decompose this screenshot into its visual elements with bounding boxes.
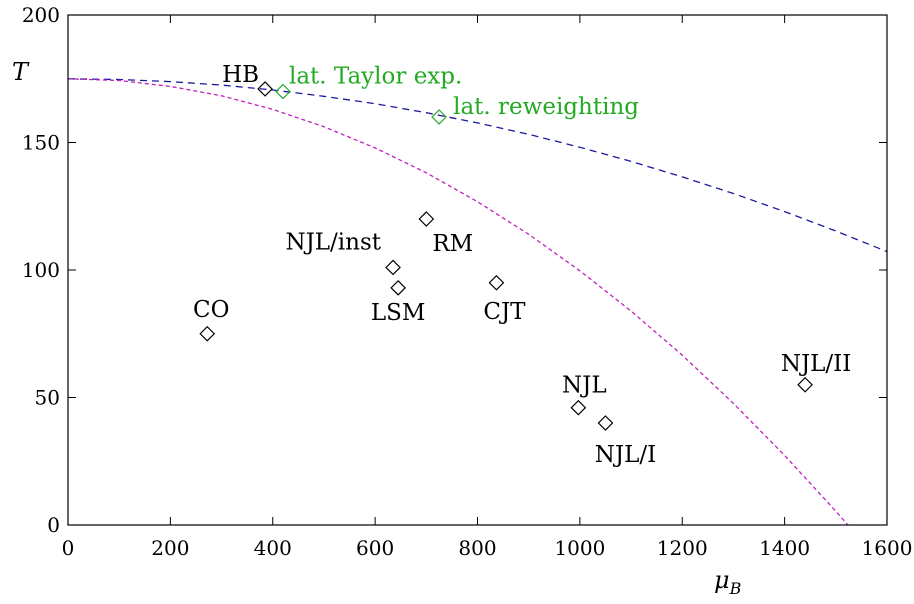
magenta-curve bbox=[68, 78, 849, 525]
label-njl-i: NJL/I bbox=[595, 442, 656, 468]
x-tick-label: 800 bbox=[458, 536, 496, 560]
x-axis-title-main: μ bbox=[714, 566, 730, 594]
x-tick-label: 400 bbox=[254, 536, 292, 560]
marker-lat-reweighting bbox=[431, 109, 447, 125]
ticks-layer: 0 200 400 600 800 1000 1200 1400 1600 0 50 100 150 20… bbox=[22, 3, 913, 560]
y-tick-label: 150 bbox=[22, 131, 60, 155]
label-lat-reweighting: lat. reweighting bbox=[453, 94, 639, 120]
label-njl-ii: NJL/II bbox=[781, 351, 852, 377]
label-lat-taylor-exp-: lat. Taylor exp. bbox=[289, 64, 462, 90]
x-axis-title-sub: B bbox=[729, 579, 742, 598]
y-tick-label: 0 bbox=[47, 513, 60, 537]
x-tick-label: 600 bbox=[356, 536, 394, 560]
x-tick-label: 1400 bbox=[759, 536, 810, 560]
marker-rm bbox=[418, 211, 435, 227]
marker-lat-taylor-exp- bbox=[275, 83, 291, 100]
plot-frame bbox=[67, 14, 888, 526]
blue-curve bbox=[68, 78, 887, 253]
x-tick-label: 1200 bbox=[657, 536, 708, 560]
points-layer bbox=[199, 81, 813, 431]
x-tick-label: 1600 bbox=[862, 536, 913, 560]
x-axis-title: μB bbox=[714, 566, 742, 598]
label-hb: HB bbox=[222, 62, 259, 88]
x-tick-label: 1000 bbox=[554, 536, 605, 560]
x-tick-label: 200 bbox=[151, 536, 189, 560]
label-rm: RM bbox=[432, 231, 473, 257]
label-cjt: CJT bbox=[483, 299, 526, 325]
marker-lsm bbox=[390, 280, 407, 296]
x-tick-label: 0 bbox=[62, 536, 75, 560]
y-tick-label: 200 bbox=[22, 3, 60, 27]
label-lsm: LSM bbox=[371, 300, 426, 326]
y-tick-label: 50 bbox=[35, 386, 60, 410]
marker-hb bbox=[257, 81, 273, 97]
marker-njl-inst bbox=[385, 259, 401, 276]
label-njl: NJL bbox=[562, 373, 607, 399]
marker-cjt bbox=[488, 274, 505, 291]
y-tick-label: 100 bbox=[22, 258, 60, 282]
marker-co bbox=[199, 325, 216, 342]
marker-njl-i bbox=[597, 415, 614, 431]
labels-layer: HB lat. Taylor exp. lat. reweighting RM NJL/… bbox=[193, 62, 851, 468]
marker-njl bbox=[570, 399, 587, 416]
label-njl-inst: NJL/inst bbox=[285, 229, 381, 255]
curves-layer bbox=[68, 78, 887, 525]
marker-njl-ii bbox=[797, 376, 813, 393]
y-axis-title: T bbox=[12, 58, 30, 86]
label-co: CO bbox=[193, 297, 229, 323]
